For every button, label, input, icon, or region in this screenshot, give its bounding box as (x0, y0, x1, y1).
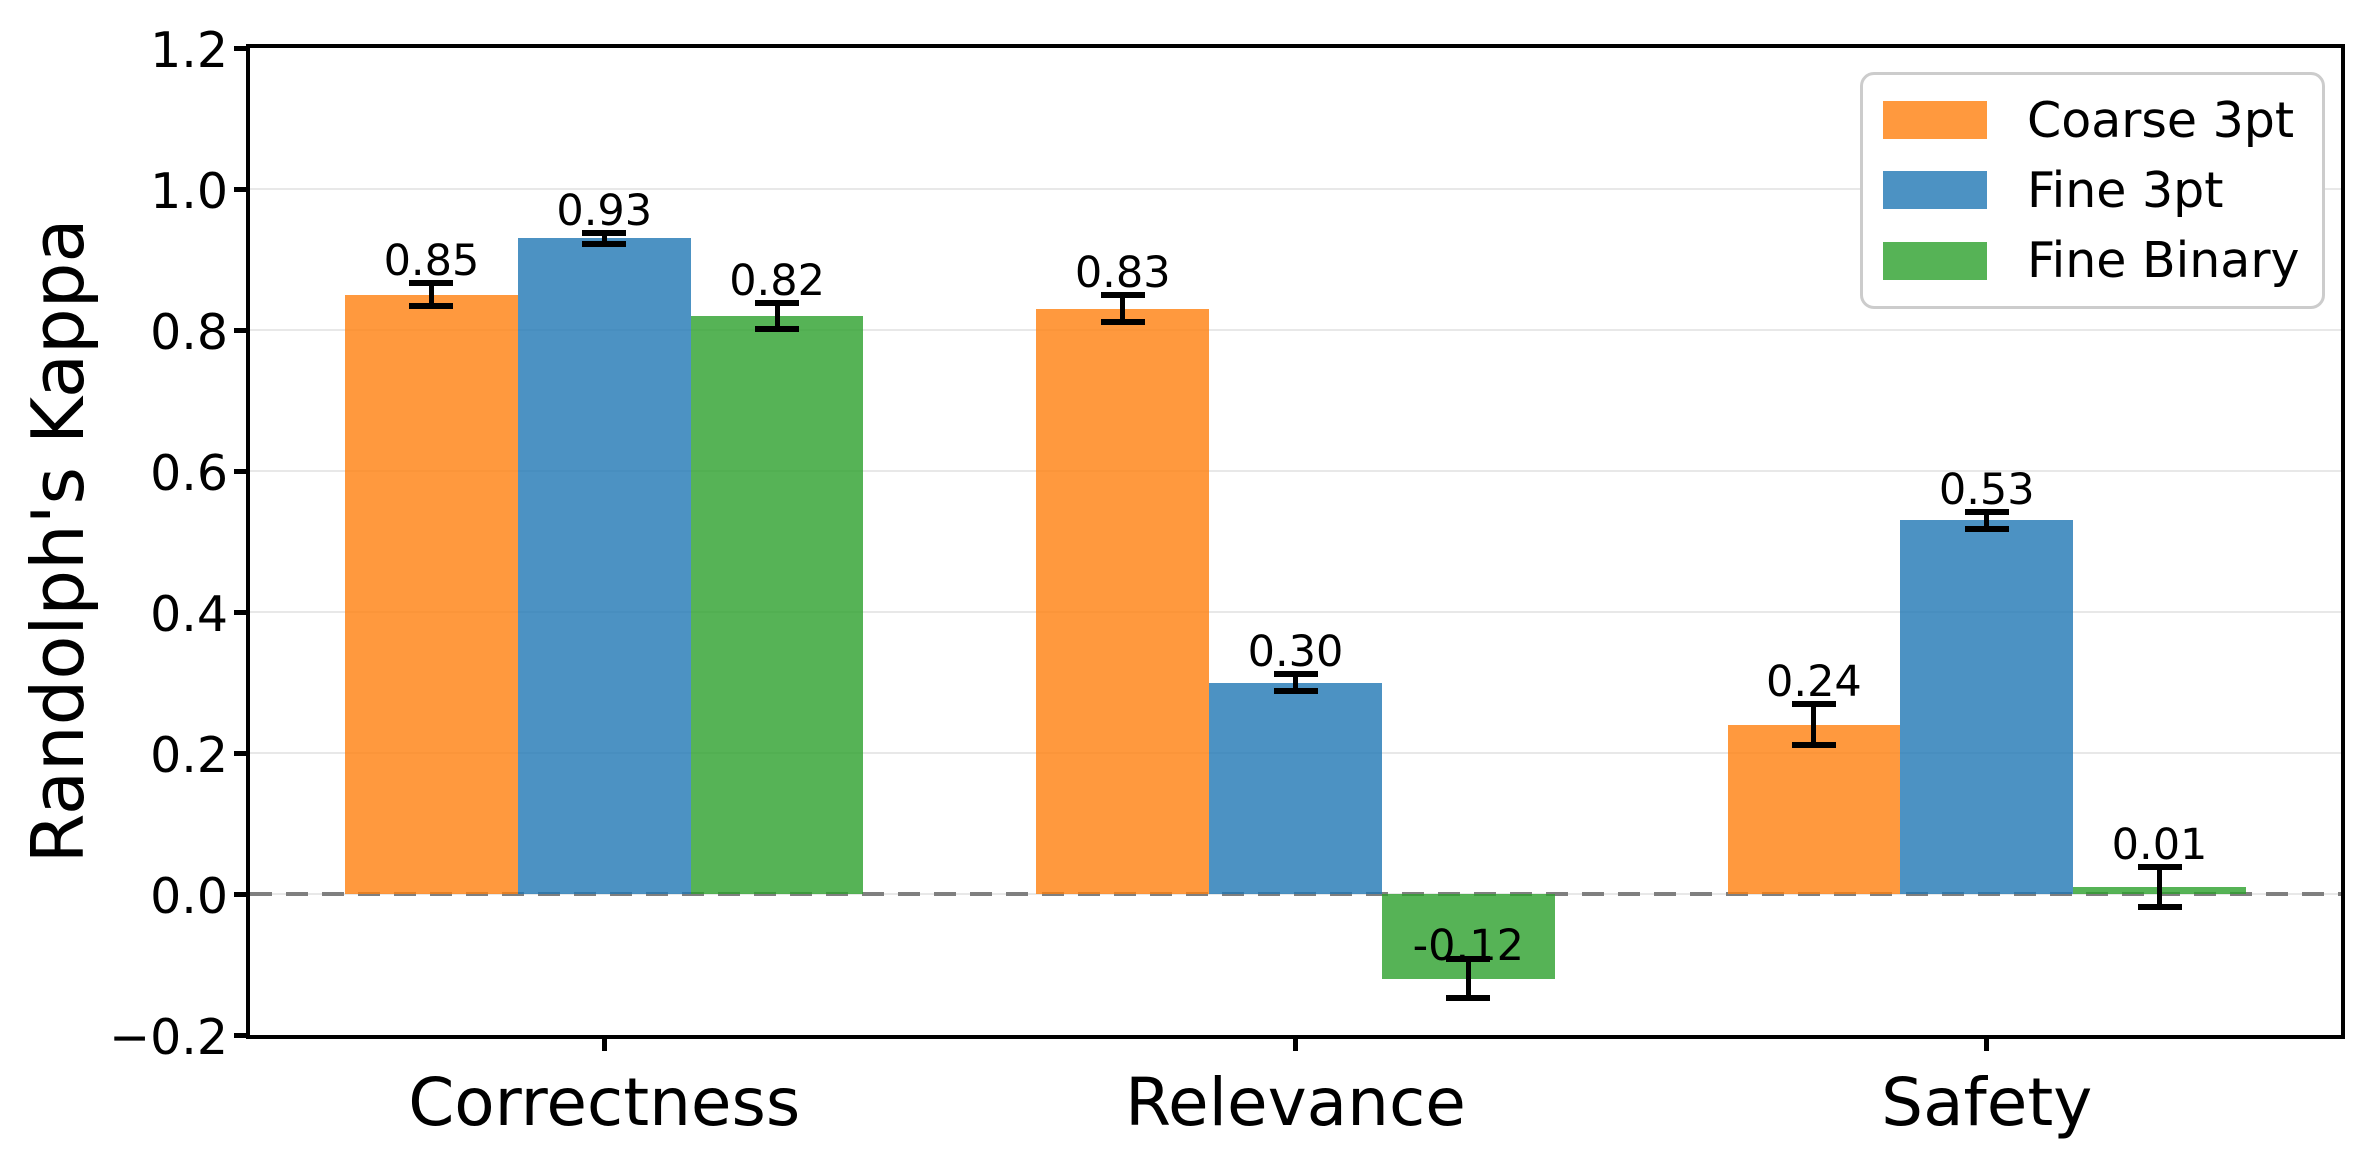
gridline (250, 470, 2341, 472)
y-tick-label: 0.4 (150, 586, 228, 643)
error-bar-fine-3pt-correctness (601, 232, 607, 244)
legend: Coarse 3pt Fine 3pt Fine Binary (1860, 72, 2325, 309)
error-bar-fine-3pt-safety (1984, 511, 1990, 529)
error-cap-bottom-coarse-3pt-safety (1791, 742, 1836, 749)
error-bar-fine-3pt-relevance (1293, 674, 1298, 691)
error-cap-top-coarse-3pt-correctness (409, 280, 454, 287)
error-cap-top-fine-3pt-correctness (582, 229, 627, 236)
y-tick-label: −0.2 (109, 1009, 228, 1066)
error-cap-top-fine-binary-safety (2137, 864, 2182, 871)
error-bar-fine-binary-safety (2157, 867, 2163, 907)
x-tick (1293, 1035, 1298, 1051)
error-bar-fine-binary-correctness (774, 302, 780, 330)
value-label-fine-3pt-correctness: 0.93 (556, 185, 653, 236)
y-tick (234, 750, 250, 756)
error-cap-bottom-fine-binary-correctness (755, 326, 800, 333)
y-tick-label: 0.8 (150, 304, 228, 361)
error-cap-top-fine-binary-correctness (755, 299, 800, 306)
error-cap-bottom-fine-binary-safety (2137, 903, 2182, 910)
error-cap-bottom-coarse-3pt-correctness (409, 303, 454, 310)
value-label-coarse-3pt-relevance: 0.83 (1074, 248, 1171, 299)
error-cap-top-coarse-3pt-safety (1791, 701, 1836, 708)
value-label-fine-3pt-safety: 0.53 (1938, 464, 2035, 515)
x-category-label-safety: Safety (1881, 1064, 2093, 1141)
error-cap-top-fine-3pt-relevance (1273, 671, 1318, 678)
x-tick (1984, 1035, 1990, 1051)
error-bar-coarse-3pt-relevance (1120, 295, 1126, 323)
legend-label-coarse-3pt: Coarse 3pt (2027, 91, 2295, 149)
y-tick-label: 1.2 (150, 22, 228, 79)
y-tick (234, 45, 250, 51)
error-cap-top-fine-binary-relevance (1446, 955, 1491, 962)
legend-row: Fine Binary (1883, 236, 2322, 285)
legend-label-fine-3pt: Fine 3pt (2027, 161, 2224, 219)
gridline (250, 188, 2341, 190)
x-category-label-correctness: Correctness (408, 1064, 801, 1141)
error-bar-fine-binary-relevance (1465, 958, 1471, 999)
bar-fine-binary-correctness (690, 315, 864, 894)
zero-line (250, 892, 2341, 896)
bar-coarse-3pt-correctness (345, 294, 518, 894)
x-tick (601, 1035, 607, 1051)
y-tick (234, 609, 250, 615)
value-label-coarse-3pt-correctness: 0.85 (383, 236, 480, 287)
y-tick-label: 0.0 (150, 868, 228, 925)
legend-swatch-coarse-3pt (1883, 101, 1987, 140)
y-tick-label: 1.0 (150, 163, 228, 220)
y-tick-label: 0.2 (150, 727, 228, 784)
error-cap-bottom-fine-3pt-relevance (1273, 687, 1318, 694)
y-tick-label: 0.6 (150, 445, 228, 502)
y-tick (234, 891, 250, 897)
error-cap-bottom-fine-3pt-safety (1964, 525, 2009, 532)
y-tick (234, 186, 250, 192)
error-cap-bottom-coarse-3pt-relevance (1100, 319, 1145, 326)
bar-fine-3pt-correctness (517, 238, 691, 894)
error-cap-bottom-fine-3pt-correctness (582, 240, 627, 247)
x-category-label-relevance: Relevance (1125, 1064, 1466, 1141)
legend-swatch-fine-3pt (1883, 171, 1987, 210)
bar-coarse-3pt-safety (1727, 724, 1901, 894)
value-label-fine-binary-correctness: 0.82 (729, 255, 825, 306)
y-tick (234, 1032, 250, 1038)
gridline (250, 329, 2341, 331)
error-cap-bottom-fine-binary-relevance (1446, 995, 1491, 1002)
value-label-coarse-3pt-safety: 0.24 (1766, 657, 1862, 708)
legend-row: Fine 3pt (1883, 166, 2322, 215)
legend-label-fine-binary: Fine Binary (2027, 232, 2300, 290)
y-tick (234, 468, 250, 474)
bar-coarse-3pt-relevance (1036, 308, 1210, 894)
gridline (250, 611, 2341, 613)
bar-fine-3pt-safety (1900, 520, 2074, 894)
legend-swatch-fine-binary (1883, 241, 1987, 280)
legend-row: Coarse 3pt (1883, 96, 2322, 145)
value-label-fine-binary-safety: 0.01 (2111, 820, 2208, 871)
error-bar-coarse-3pt-safety (1811, 704, 1817, 746)
y-tick (234, 327, 250, 333)
bar-fine-3pt-relevance (1209, 682, 1382, 894)
value-label-fine-binary-relevance: -0.12 (1412, 920, 1524, 971)
error-cap-top-fine-3pt-safety (1964, 508, 2009, 515)
value-label-fine-3pt-relevance: 0.30 (1247, 627, 1344, 678)
error-cap-top-coarse-3pt-relevance (1100, 292, 1145, 299)
error-bar-coarse-3pt-correctness (428, 283, 434, 307)
